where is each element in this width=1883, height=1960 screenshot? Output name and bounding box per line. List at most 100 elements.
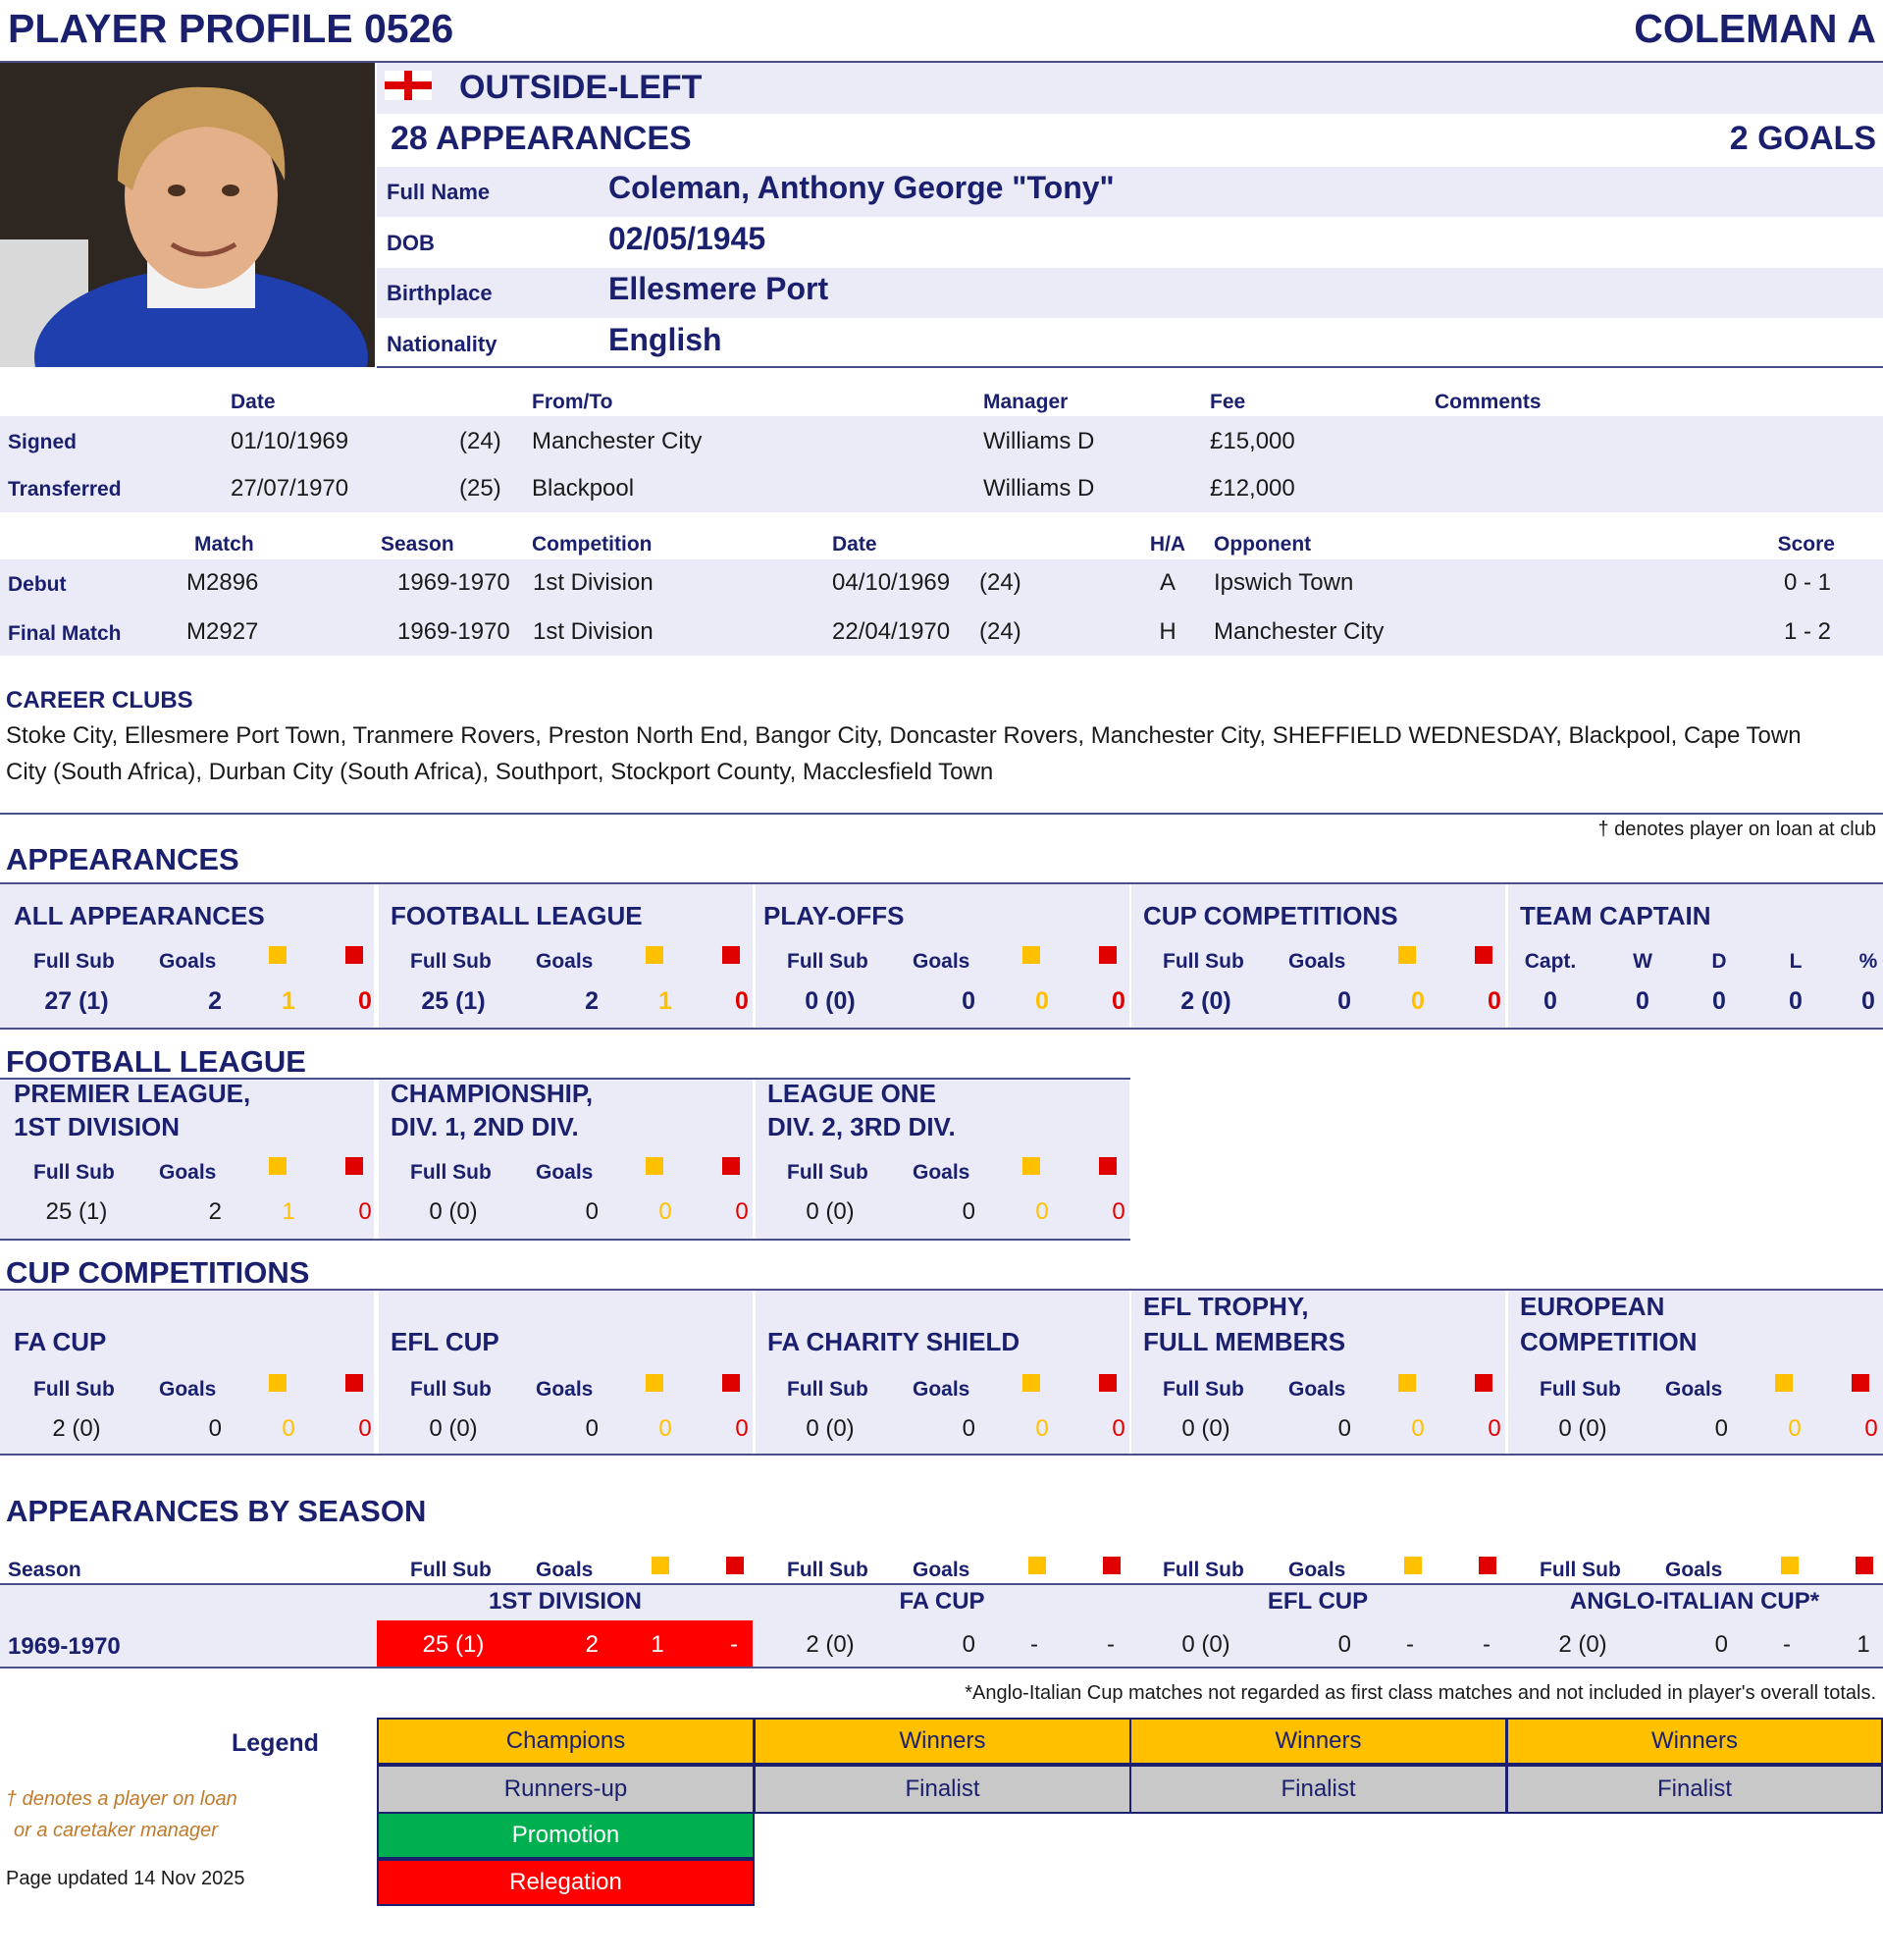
player-photo — [0, 63, 375, 367]
red-card-icon — [1852, 1374, 1869, 1392]
position-row — [377, 63, 1883, 114]
transfer-type: Transferred — [8, 478, 122, 501]
stat-goals: 0 — [208, 1415, 222, 1442]
league-title-1: PREMIER LEAGUE, — [14, 1079, 251, 1108]
stat-app: 25 (1) — [45, 1198, 108, 1225]
page-title: PLAYER PROFILE 0526 — [8, 6, 454, 51]
goals-label: Goals — [1288, 950, 1346, 973]
appearances-total: 28 APPEARANCES — [391, 120, 692, 157]
transfer-manager: Williams D — [983, 475, 1095, 502]
full-sub-label: Full Sub — [33, 1161, 115, 1184]
cup-block-bg — [756, 1291, 1129, 1454]
relegation-highlight-cell — [377, 1620, 753, 1667]
stat-yellow: 0 — [1411, 987, 1425, 1015]
cup-title-2: FA CHARITY SHIELD — [767, 1327, 1020, 1356]
yellow-card-icon — [646, 1157, 663, 1175]
season-app: 2 (0) — [1558, 1631, 1607, 1658]
appearance-block-bg — [379, 884, 753, 1028]
stat-red: 0 — [735, 1415, 749, 1442]
season-red: - — [730, 1631, 738, 1658]
red-card-icon — [1103, 1557, 1121, 1574]
legend-runnersup-cell: Runners-up — [377, 1765, 755, 1814]
yellow-card-icon — [1404, 1557, 1422, 1574]
season-yellow: - — [1783, 1631, 1791, 1658]
goals-label: Goals — [913, 1378, 970, 1401]
stat-app: 0 (0) — [1181, 1415, 1230, 1442]
stat-red: 0 — [735, 987, 749, 1015]
transfer-header: Comments — [1435, 391, 1542, 413]
info-label: Nationality — [387, 332, 497, 356]
transfer-header: Fee — [1210, 391, 1246, 413]
career-line-2: City (South Africa), Durban City (South … — [6, 759, 994, 785]
league-title-1: CHAMPIONSHIP, — [391, 1079, 594, 1108]
yellow-card-icon — [269, 1374, 287, 1392]
full-sub-label: Full Sub — [33, 1378, 115, 1401]
info-divider — [377, 366, 1883, 368]
stat-yellow: 0 — [1035, 1198, 1049, 1225]
info-value: English — [608, 322, 722, 357]
stat-yellow: 0 — [1411, 1415, 1425, 1442]
appearances-title: APPEARANCES — [6, 842, 239, 876]
transfer-row-bg — [0, 467, 1883, 512]
stat-goals: 2 — [208, 987, 222, 1015]
legend-champions-cell: Winners — [754, 1718, 1131, 1765]
goals-label: Goals — [913, 950, 970, 973]
league-block-bg — [0, 1080, 374, 1239]
stat-app: 0 (0) — [806, 1415, 855, 1442]
legend-champions-cell: Winners — [1506, 1718, 1883, 1765]
match-rows-bg — [0, 559, 1883, 656]
season-header-divider — [0, 1583, 1883, 1585]
goals-label: Goals — [536, 1161, 594, 1184]
yellow-card-icon — [652, 1557, 669, 1574]
stat-red: 0 — [358, 1198, 372, 1225]
transfer-manager: Williams D — [983, 428, 1095, 454]
full-sub-label: Full Sub — [410, 950, 492, 973]
loan-note: † denotes player on loan at club — [1597, 819, 1876, 840]
stat-yellow: 1 — [658, 987, 672, 1015]
match-id: M2896 — [186, 569, 259, 596]
season-red: 1 — [1857, 1631, 1870, 1658]
stat-goals: 0 — [1337, 1415, 1351, 1442]
cup-title-1: EUROPEAN — [1520, 1292, 1665, 1321]
match-type: Debut — [8, 573, 67, 596]
captain-value: 0 — [1712, 987, 1726, 1015]
legend-note-1: † denotes a player on loan — [6, 1788, 237, 1810]
league-block-bg — [756, 1080, 1129, 1239]
stat-yellow: 0 — [1788, 1415, 1802, 1442]
stat-app: 27 (1) — [44, 987, 109, 1015]
full-sub-label: Full Sub — [787, 1559, 868, 1581]
full-sub-label: Full Sub — [787, 1161, 868, 1184]
player-position: OUTSIDE-LEFT — [459, 69, 703, 106]
info-row-bg — [377, 167, 1883, 217]
stat-app: 0 (0) — [806, 1198, 855, 1225]
stat-goals: 0 — [962, 1198, 975, 1225]
red-card-icon — [726, 1557, 744, 1574]
goals-label: Goals — [913, 1559, 970, 1581]
match-ha: A — [1159, 569, 1176, 596]
stat-red: 0 — [1112, 1415, 1125, 1442]
by-season-title: APPEARANCES BY SEASON — [6, 1494, 427, 1528]
yellow-card-icon — [1398, 1374, 1416, 1392]
season-competition: ANGLO-ITALIAN CUP* — [1569, 1588, 1820, 1615]
cup-title-2: FULL MEMBERS — [1143, 1327, 1346, 1356]
stat-red: 0 — [1488, 1415, 1501, 1442]
info-row-bg — [377, 268, 1883, 318]
season-yellow: 1 — [651, 1631, 664, 1658]
captain-block-bg — [1508, 884, 1883, 1028]
stat-app: 2 (0) — [1180, 987, 1231, 1015]
season-goals: 2 — [585, 1631, 599, 1658]
legend-champions-cell: Champions — [377, 1718, 755, 1765]
transfer-fee: £12,000 — [1210, 475, 1295, 502]
appearance-block-bg — [0, 884, 374, 1028]
yellow-card-icon — [1028, 1557, 1046, 1574]
red-card-icon — [1856, 1557, 1873, 1574]
info-value: Coleman, Anthony George "Tony" — [608, 170, 1115, 205]
stat-yellow: 0 — [658, 1198, 672, 1225]
transfer-date: 27/07/1970 — [231, 475, 349, 502]
yellow-card-icon — [646, 1374, 663, 1392]
captain-value: 0 — [1789, 987, 1803, 1015]
season-app: 2 (0) — [806, 1631, 855, 1658]
season-footnote: *Anglo-Italian Cup matches not regarded … — [965, 1682, 1876, 1704]
season-competition: 1ST DIVISION — [488, 1588, 643, 1615]
match-competition: 1st Division — [533, 569, 654, 596]
